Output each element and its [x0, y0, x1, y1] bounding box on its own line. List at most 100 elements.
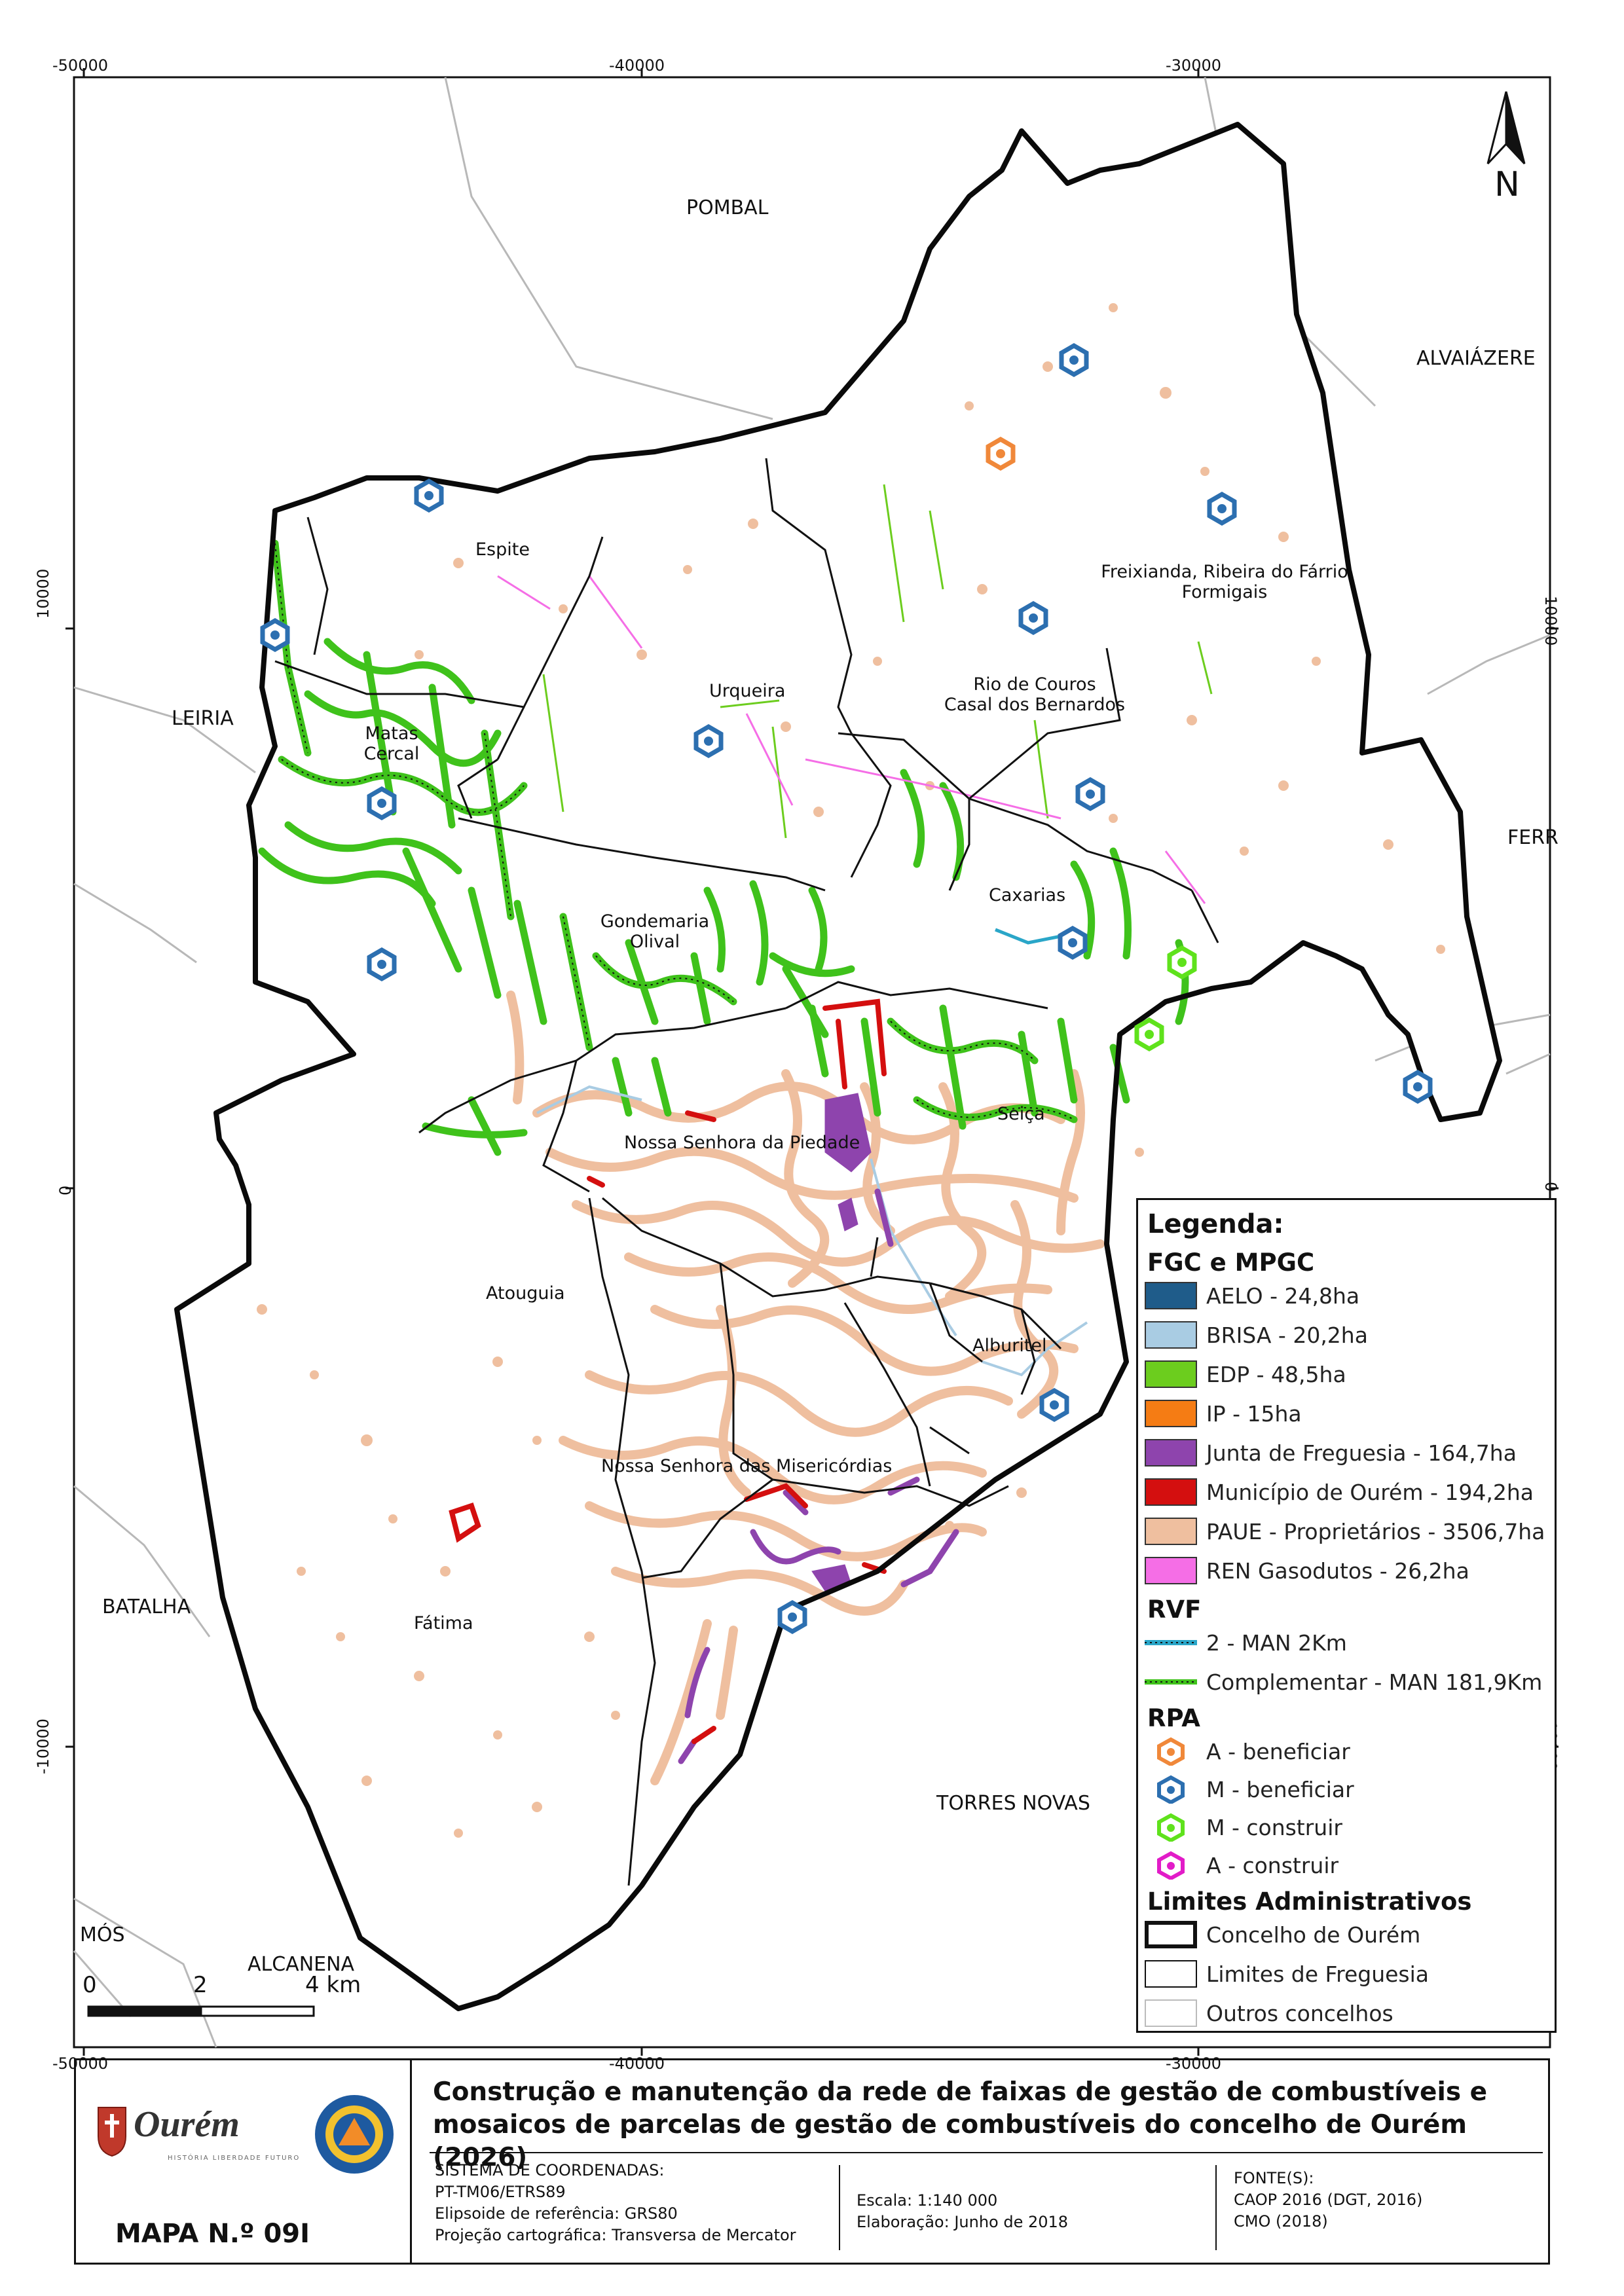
aelo-lines	[995, 928, 1061, 945]
rpa-m-beneficiar-icon	[1018, 600, 1048, 636]
legend-label: Limites de Freguesia	[1206, 1961, 1430, 1987]
legend-label: IP - 15ha	[1206, 1400, 1302, 1427]
parish-matas-line1: Matas	[365, 723, 418, 744]
neighbour-alvaiazere: ALVAIÁZERE	[1416, 347, 1536, 370]
legend-swatch	[1145, 1921, 1197, 1948]
parish-seica: Seiça	[997, 1104, 1045, 1124]
neighbour-torres-novas: TORRES NOVAS	[936, 1792, 1090, 1815]
rpa-m-beneficiar-icon	[693, 723, 724, 759]
parish-freixianda-line2: Formigais	[1181, 582, 1268, 602]
legend: Legenda: FGC e MPGC AELO - 24,8ha BRISA …	[1136, 1198, 1557, 2033]
legend-item-rpa-m-construir: M - construir	[1145, 1813, 1342, 1842]
elaboration-text: Elaboração: Junho de 2018	[857, 2213, 1069, 2231]
legend-rpa-heading: RPA	[1147, 1704, 1200, 1732]
scale-label-2: 2	[193, 1972, 208, 1998]
rpa-m-beneficiar-icon	[777, 1599, 807, 1635]
parish-urqueira: Urqueira	[709, 681, 786, 701]
grid-label-left-2: 0	[56, 1185, 75, 1195]
logo-area: Ourém HISTÓRIA LIBERDADE FUTURO	[96, 2092, 394, 2190]
rvf-line-icon	[1145, 1679, 1197, 1685]
legend-item-aelo: AELO - 24,8ha	[1145, 1281, 1359, 1310]
legend-item-junta: Junta de Freguesia - 164,7ha	[1145, 1438, 1517, 1467]
legend-label: Complementar - MAN 181,9Km	[1206, 1669, 1543, 1695]
legend-swatch	[1145, 1960, 1197, 1988]
freguesia-lines	[274, 458, 1219, 1886]
map-canvas	[65, 68, 1559, 2056]
map-title-line2: mosaicos de parcelas de gestão de combus…	[433, 2110, 1467, 2172]
grid-ticks	[65, 68, 1559, 2056]
parish-gondemaria-line1: Gondemaria	[600, 911, 710, 932]
legend-item-rpa-a-beneficiar: A - beneficiar	[1145, 1737, 1350, 1766]
legend-item-rpa-m-beneficiar: M - beneficiar	[1145, 1775, 1354, 1804]
legend-item-edp: EDP - 48,5ha	[1145, 1360, 1346, 1389]
rvf-line-icon	[1145, 1640, 1197, 1645]
grid-label-bottom-1: -50000	[52, 2054, 109, 2073]
legend-swatch	[1145, 1282, 1197, 1309]
legend-item-ip: IP - 15ha	[1145, 1399, 1302, 1428]
legend-item-brisa: BRISA - 20,2ha	[1145, 1321, 1368, 1349]
legend-label: M - construir	[1206, 1814, 1342, 1840]
neighbour-ferr: FERR	[1507, 826, 1559, 849]
legend-title: Legenda:	[1147, 1209, 1284, 1239]
ren-lines	[497, 575, 1206, 904]
source-line: FONTE(S):	[1234, 2169, 1314, 2187]
legend-item-municipio: Município de Ourém - 194,2ha	[1145, 1478, 1534, 1506]
title-block: Ourém HISTÓRIA LIBERDADE FUTURO MAPA N.º…	[74, 2058, 1550, 2265]
legend-label: Junta de Freguesia - 164,7ha	[1206, 1440, 1517, 1466]
legend-swatch	[1145, 1478, 1197, 1506]
legend-label: A - beneficiar	[1206, 1738, 1350, 1764]
rpa-m-beneficiar-icon	[1403, 1069, 1433, 1104]
junta-lines	[678, 1188, 959, 1764]
rpa-m-beneficiar-icon	[1207, 491, 1237, 526]
rpa-m-beneficiar-icon	[1058, 925, 1088, 960]
scale-text: Escala: 1:140 000	[857, 2191, 998, 2210]
legend-swatch	[1145, 1321, 1197, 1349]
logo-tagline: HISTÓRIA LIBERDADE FUTURO	[168, 2155, 301, 2162]
parish-fatima: Fátima	[414, 1613, 473, 1633]
coord-line: Projeção cartográfica: Transversa de Mer…	[435, 2226, 796, 2244]
ourem-shield-icon	[98, 2107, 126, 2157]
legend-swatch	[1145, 1400, 1197, 1427]
legend-item-rpa-a-construir: A - construir	[1145, 1851, 1338, 1880]
parish-rio-couros-line1: Rio de Couros	[973, 674, 1096, 695]
grid-label-right-1: 10000	[1541, 596, 1560, 646]
rpa-m-beneficiar-icon	[1059, 342, 1089, 378]
parish-rio-couros: Rio de Couros Casal dos Bernardos	[936, 674, 1133, 715]
scale-label-0: 0	[83, 1972, 97, 1998]
legend-admin-heading: Limites Administrativos	[1147, 1887, 1472, 1916]
legend-label: A - construir	[1206, 1852, 1339, 1878]
meta-divider	[839, 2165, 840, 2250]
grid-label-top-2: -40000	[609, 56, 665, 75]
legend-fgc-heading: FGC e MPGC	[1147, 1248, 1315, 1277]
legend-label: Outros concelhos	[1206, 2000, 1393, 2026]
rpa-m-beneficiar-icon	[414, 478, 444, 513]
parish-matas-line2: Cercal	[363, 744, 420, 764]
parish-caxarias: Caxarias	[989, 885, 1066, 905]
legend-label: AELO - 24,8ha	[1206, 1283, 1360, 1309]
north-label: N	[1494, 165, 1520, 204]
rpa-m-construir-icon	[1134, 1017, 1164, 1052]
grid-label-left-3: -10000	[34, 1718, 52, 1774]
neighbour-alcanena: ALCANENA	[248, 1953, 355, 1976]
logo-word: Ourém	[134, 2104, 240, 2145]
parish-espite: Espite	[475, 539, 530, 560]
coord-line: Elipsoide de referência: GRS80	[435, 2204, 678, 2223]
grid-label-top-1: -50000	[52, 56, 109, 75]
source-info: FONTE(S): CAOP 2016 (DGT, 2016) CMO (201…	[1234, 2168, 1422, 2232]
legend-item-ren: REN Gasodutos - 26,2ha	[1145, 1556, 1469, 1585]
legend-item-outros: Outros concelhos	[1145, 1999, 1393, 2028]
neighbour-batalha: BATALHA	[102, 1595, 191, 1618]
hexagon-magenta-icon	[1157, 1851, 1185, 1880]
neighbour-pombal: POMBAL	[686, 196, 769, 219]
legend-label: Concelho de Ourém	[1206, 1922, 1421, 1948]
legend-label: 2 - MAN 2Km	[1206, 1630, 1347, 1656]
title-underline	[430, 2152, 1543, 2153]
title-divider	[410, 2060, 412, 2263]
rpa-a-beneficiar-icon	[986, 436, 1016, 471]
neighbour-leiria: LEIRIA	[172, 707, 234, 730]
scale-label-4: 4 km	[305, 1972, 361, 1998]
legend-swatch	[1145, 1360, 1197, 1388]
legend-swatch	[1145, 1999, 1197, 2027]
legend-swatch	[1145, 1557, 1197, 1584]
parish-rio-couros-line2: Casal dos Bernardos	[944, 695, 1126, 715]
